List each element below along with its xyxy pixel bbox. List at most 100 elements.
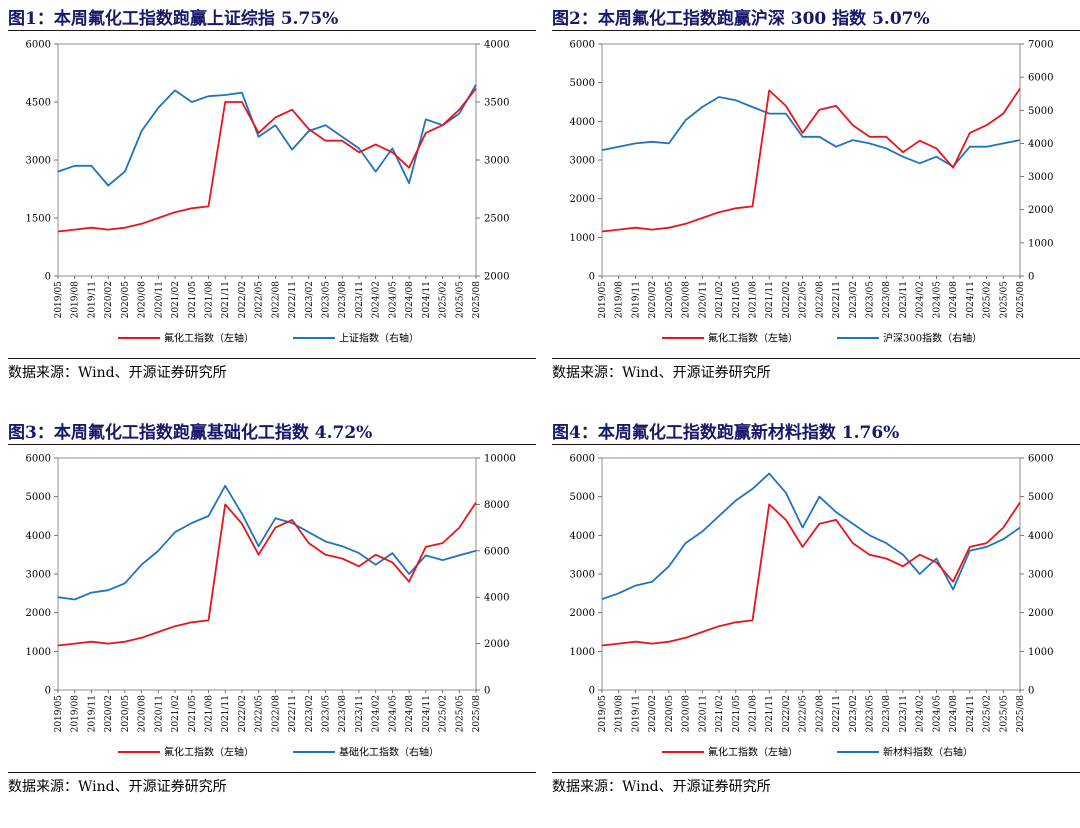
x-axis-tick-label: 2020/02	[648, 281, 658, 318]
x-axis-tick-label: 2020/02	[104, 695, 114, 732]
left-axis-tick-label: 1000	[570, 233, 595, 244]
legend-label: 氟化工指数（左轴）	[164, 332, 254, 345]
x-axis-tick-label: 2024/08	[949, 695, 959, 733]
x-axis-tick-label: 2025/08	[472, 695, 482, 733]
left-axis-tick-label: 5000	[570, 492, 595, 503]
right-series-line	[57, 84, 477, 187]
x-axis-tick-label: 2019/08	[615, 281, 625, 319]
chart-1: 0 1500 3000 4500 6000 2000 2500 3000 3500 4000 201…	[26, 40, 510, 345]
x-axis-tick-label: 2019/08	[71, 281, 81, 319]
x-axis-tick-label: 2022/08	[815, 281, 825, 319]
x-axis-tick-label: 2024/02	[372, 281, 382, 318]
right-series-line	[601, 472, 1021, 600]
right-axis-tick-label: 6000	[484, 546, 509, 557]
right-axis-tick-label: 0	[1028, 686, 1034, 697]
right-axis-tick-label: 2000	[484, 272, 509, 283]
x-axis-tick-label: 2022/08	[271, 695, 281, 733]
x-axis-tick-label: 2025/05	[455, 281, 465, 319]
x-axis-tick-label: 2020/05	[665, 695, 675, 733]
legend-label: 沪深300指数（右轴）	[883, 332, 982, 345]
x-axis-tick-label: 2025/05	[999, 281, 1009, 319]
x-axis-tick-label: 2023/02	[849, 695, 859, 732]
left-axis-tick-label: 0	[589, 686, 595, 697]
left-series-line	[601, 502, 1021, 647]
x-axis-tick-label: 2019/11	[631, 695, 641, 732]
right-axis-tick-label: 3000	[1028, 570, 1053, 581]
x-axis-tick-label: 2019/08	[615, 695, 625, 733]
right-axis-tick-label: 6000	[1028, 73, 1053, 84]
right-axis-tick-label: 0	[484, 686, 490, 697]
source-rule	[8, 358, 536, 359]
left-axis-tick-label: 3000	[570, 156, 595, 167]
x-axis-tick-label: 2025/02	[983, 281, 993, 318]
x-axis-tick-label: 2020/02	[648, 695, 658, 732]
x-axis-tick-label: 2023/11	[355, 281, 365, 318]
left-axis-tick-label: 0	[45, 686, 51, 697]
x-axis-tick-label: 2023/05	[866, 281, 876, 319]
figure-title: 图3：本周氟化工指数跑赢基础化工指数 4.72%	[8, 423, 373, 443]
x-axis-tick-label: 2025/02	[439, 281, 449, 318]
x-axis-tick-label: 2024/02	[916, 281, 926, 318]
legend-label: 新材料指数（右轴）	[883, 746, 973, 759]
x-axis-tick-label: 2022/02	[782, 695, 792, 732]
right-series-line	[601, 96, 1021, 168]
x-axis-tick-label: 2019/11	[87, 695, 97, 732]
x-axis-tick-label: 2024/11	[422, 281, 432, 318]
x-axis-tick-label: 2020/11	[154, 281, 164, 318]
x-axis-tick-label: 2019/05	[598, 695, 608, 733]
title-rule	[8, 30, 536, 31]
x-axis-tick-label: 2019/05	[598, 281, 608, 319]
x-axis-tick-label: 2022/11	[832, 695, 842, 732]
x-axis-tick-label: 2020/08	[138, 695, 148, 733]
x-axis-tick-label: 2023/05	[866, 695, 876, 733]
source-rule	[552, 358, 1080, 359]
right-axis-tick-label: 5000	[1028, 492, 1053, 503]
left-axis-tick-label: 4000	[26, 531, 51, 542]
left-axis-tick-label: 1000	[26, 647, 51, 658]
left-axis-tick-label: 4500	[26, 98, 51, 109]
figure-title: 图1：本周氟化工指数跑赢上证综指 5.75%	[8, 9, 339, 29]
x-axis-tick-label: 2023/11	[355, 695, 365, 732]
right-axis-tick-label: 3000	[484, 156, 509, 167]
right-series-line	[57, 484, 477, 601]
figure-panel-4: 图4：本周氟化工指数跑赢新材料指数 1.76% 0 1000 2000 3000 400…	[552, 414, 1080, 828]
x-axis-tick-label: 2022/05	[255, 695, 265, 733]
x-axis-tick-label: 2023/08	[882, 281, 892, 319]
left-axis-tick-label: 2000	[570, 608, 595, 619]
source-note: 数据来源：Wind、开源证券研究所	[8, 779, 227, 795]
x-axis-tick-label: 2020/08	[682, 281, 692, 319]
left-axis-tick-label: 4000	[570, 531, 595, 542]
x-axis-tick-label: 2024/05	[932, 695, 942, 733]
x-axis-tick-label: 2021/05	[188, 695, 198, 733]
right-axis-tick-label: 2000	[1028, 608, 1053, 619]
x-axis-tick-label: 2024/11	[422, 695, 432, 732]
x-axis-tick-label: 2022/05	[255, 281, 265, 319]
x-axis-tick-label: 2020/11	[154, 695, 164, 732]
right-axis-tick-label: 3000	[1028, 172, 1053, 183]
x-axis-tick-label: 2025/08	[1016, 281, 1026, 319]
x-axis-tick-label: 2022/08	[815, 695, 825, 733]
x-axis-tick-label: 2021/11	[765, 281, 775, 318]
right-axis-tick-label: 8000	[484, 500, 509, 511]
x-axis-tick-label: 2021/02	[715, 281, 725, 318]
figure-panel-2: 图2：本周氟化工指数跑赢沪深 300 指数 5.07% 0 1000 2000 300…	[552, 0, 1080, 414]
x-axis-tick-label: 2023/08	[338, 695, 348, 733]
left-axis-tick-label: 3000	[26, 570, 51, 581]
figure-title: 图2：本周氟化工指数跑赢沪深 300 指数 5.07%	[552, 9, 930, 29]
x-axis-tick-label: 2025/08	[1016, 695, 1026, 733]
right-axis-tick-label: 7000	[1028, 40, 1053, 51]
left-axis-tick-label: 6000	[26, 454, 51, 465]
x-axis-tick-label: 2023/02	[305, 695, 315, 732]
x-axis-tick-label: 2021/02	[171, 281, 181, 318]
x-axis-tick-label: 2022/08	[271, 281, 281, 319]
x-axis-tick-label: 2022/02	[238, 281, 248, 318]
x-axis-tick-label: 2020/02	[104, 281, 114, 318]
source-note: 数据来源：Wind、开源证券研究所	[8, 365, 227, 381]
chart-2: 0 1000 2000 3000 4000 5000 6000 0 1000 2000 3000 40…	[570, 40, 1054, 345]
x-axis-tick-label: 2025/05	[999, 695, 1009, 733]
x-axis-tick-label: 2023/08	[882, 695, 892, 733]
left-axis-tick-label: 1500	[26, 214, 51, 225]
left-axis-tick-label: 4000	[570, 117, 595, 128]
x-axis-tick-label: 2023/05	[322, 281, 332, 319]
right-axis-tick-label: 4000	[1028, 531, 1053, 542]
